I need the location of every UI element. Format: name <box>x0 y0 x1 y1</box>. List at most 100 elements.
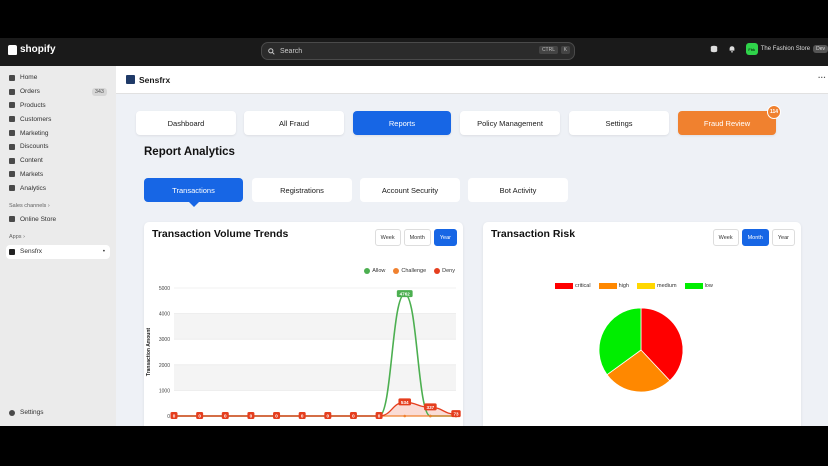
y-axis-label: Transaction Amount <box>146 328 152 376</box>
legend-high-label: high <box>618 283 629 289</box>
home-icon <box>9 74 15 81</box>
legend-allow-label: Allow <box>372 268 386 274</box>
sidebar-item-online-store[interactable]: Online Store <box>0 212 116 226</box>
risk-period-month[interactable]: Month <box>741 229 769 246</box>
risk-period-week[interactable]: Week <box>712 229 739 246</box>
online-store-icon <box>9 216 15 223</box>
sidebar-item-home[interactable]: Home <box>0 71 116 85</box>
legend-challenge-label: Challenge <box>401 268 427 274</box>
subtab-transactions[interactable]: Transactions <box>144 178 243 207</box>
grid-band <box>174 364 456 391</box>
legend-deny[interactable]: Deny <box>434 268 455 274</box>
sidebar-item-label: Online Store <box>20 215 57 223</box>
tab-dashboard[interactable]: Dashboard <box>136 111 236 135</box>
pie-slice-critical <box>640 307 684 382</box>
legend-medium-label: medium <box>657 283 677 289</box>
orders-count-badge: 343 <box>91 87 107 96</box>
tab-fraud-review[interactable]: Fraud Review 114 <box>678 105 781 135</box>
more-options-icon[interactable]: ··· <box>818 73 826 82</box>
sidebar-item-label: Content <box>20 157 43 165</box>
point-label-box <box>349 412 357 419</box>
legend-challenge[interactable]: Challenge <box>393 268 426 274</box>
sidebar-item-markets[interactable]: Markets <box>0 168 116 182</box>
legend-medium[interactable]: medium <box>637 283 677 289</box>
sidebar-item-settings[interactable]: Settings <box>0 406 116 420</box>
orders-icon <box>9 88 15 95</box>
challenge-point <box>429 414 432 418</box>
y-tick-label: 4000 <box>159 312 170 318</box>
products-icon <box>9 102 15 109</box>
point-label-box <box>451 410 461 418</box>
y-tick-label: 3000 <box>159 337 170 343</box>
sidebar-item-analytics[interactable]: Analytics <box>0 181 116 195</box>
tab-fraud-review-label: Fraud Review <box>703 118 751 128</box>
point-label: 0 <box>352 414 355 419</box>
y-tick-label: 0 <box>167 414 170 420</box>
discounts-icon <box>9 143 15 150</box>
legend-high-swatch <box>598 283 617 289</box>
grid-band <box>174 313 456 340</box>
tab-policy-management[interactable]: Policy Management <box>460 111 560 135</box>
sidebar-item-orders[interactable]: Orders 343 <box>0 85 116 99</box>
point-label-box <box>424 403 437 411</box>
shopify-logo[interactable]: shopify <box>8 44 56 55</box>
app-title: Sensfrx <box>139 74 171 85</box>
tab-all-fraud[interactable]: All Fraud <box>244 111 344 135</box>
legend-high[interactable]: high <box>598 283 629 289</box>
point-label: 0 <box>275 414 278 419</box>
sensfrx-logo-icon <box>126 75 135 84</box>
apps-heading[interactable]: Apps › <box>9 233 25 240</box>
search-label: Search <box>280 47 303 55</box>
legend-allow[interactable]: Allow <box>364 268 385 274</box>
legend-critical-label: critical <box>575 283 591 289</box>
pin-dot-icon: • <box>102 248 105 255</box>
sidebar-item-discounts[interactable]: Discounts <box>0 140 116 154</box>
legend-critical[interactable]: critical <box>555 283 591 289</box>
subtab-bot-activity[interactable]: Bot Activity <box>468 178 568 202</box>
point-label-box <box>170 412 178 419</box>
volume-period-year[interactable]: Year <box>433 229 457 246</box>
sidebar-item-content[interactable]: Content <box>0 154 116 168</box>
sidebar-item-products[interactable]: Products <box>0 99 116 113</box>
subtab-account-security[interactable]: Account Security <box>360 178 460 202</box>
pie-slice-high <box>606 349 671 393</box>
point-label-box <box>324 412 332 419</box>
tab-reports[interactable]: Reports <box>353 111 451 135</box>
legend-challenge-swatch <box>393 268 400 274</box>
sidebar-item-customers[interactable]: Customers <box>0 112 116 126</box>
bell-icon[interactable] <box>728 45 736 53</box>
tab-settings[interactable]: Settings <box>569 111 669 135</box>
subtab-registrations[interactable]: Registrations <box>252 178 352 202</box>
volume-period-week[interactable]: Week <box>374 229 401 246</box>
sidebar-item-label: Sensfrx <box>20 248 43 256</box>
store-switcher[interactable]: Fbk The Fashion Store Dev <box>745 43 828 55</box>
search-input[interactable]: Search CTRL K <box>261 42 575 60</box>
sidebar-item-label: Marketing <box>20 129 49 137</box>
sales-channels-heading[interactable]: Sales channels › <box>9 203 50 210</box>
volume-period-month[interactable]: Month <box>403 229 431 246</box>
transaction-risk-card: Transaction Risk Week Month Year critica… <box>483 222 801 426</box>
database-icon[interactable] <box>710 45 718 53</box>
volume-card-title: Transaction Volume Trends <box>152 228 289 240</box>
sales-channels-label: Sales channels <box>9 203 47 210</box>
risk-card-title: Transaction Risk <box>491 228 576 240</box>
transaction-volume-chart: 0 1000 2000 3000 4000 5000 Transaction Amount 0… <box>146 286 461 420</box>
y-tick-label: 2000 <box>159 363 170 369</box>
point-label-box <box>396 290 413 298</box>
legend-deny-label: Deny <box>442 268 455 274</box>
risk-period-year[interactable]: Year <box>771 229 795 246</box>
topbar-strip: shopify Search CTRL K Fbk The Fashion St… <box>0 38 828 66</box>
sidebar-item-label: Products <box>20 101 46 109</box>
y-tick-label: 1000 <box>159 388 170 394</box>
search-shortcut-k: K <box>560 46 570 54</box>
allow-series-line <box>174 293 456 417</box>
sidebar-item-sensfrx[interactable]: Sensfrx • <box>6 244 110 259</box>
gear-icon <box>9 409 15 416</box>
point-label-box <box>375 412 383 419</box>
shopify-logo-text: shopify <box>20 44 56 55</box>
transaction-risk-chart <box>598 307 684 393</box>
legend-low[interactable]: low <box>684 283 713 289</box>
apps-label: Apps <box>9 233 22 240</box>
sidebar-item-marketing[interactable]: Marketing <box>0 126 116 140</box>
store-tag: Dev <box>813 45 828 53</box>
